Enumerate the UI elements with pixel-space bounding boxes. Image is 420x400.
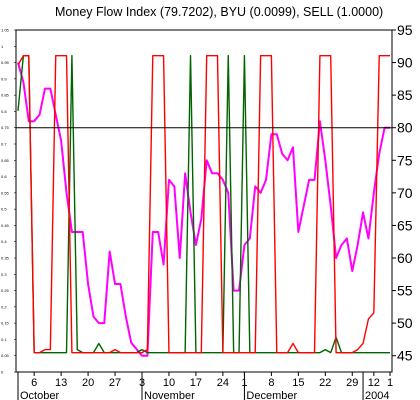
x-tick-label: 29 xyxy=(346,377,358,389)
left-tick-label: 0.1 xyxy=(1,337,7,342)
left-tick-label: 0.75 xyxy=(1,125,10,130)
left-tick-label: 0 xyxy=(1,370,4,375)
left-tick-label: 1 xyxy=(1,44,4,49)
x-tick-label: 24 xyxy=(217,377,229,389)
x-tick-label: 20 xyxy=(82,377,94,389)
left-tick-label: 0.15 xyxy=(1,321,10,326)
month-label: November xyxy=(144,390,195,400)
left-tick-label: 0.4 xyxy=(1,239,7,244)
x-tick-label: 22 xyxy=(319,377,331,389)
left-scale: 0 0.05 0.1 0.15 0.2 0.25 0.3 0.35 0.4 0.45 0.5 0.55… xyxy=(1,28,16,375)
left-tick-label: 0.7 xyxy=(1,142,7,147)
right-tick-label: 70 xyxy=(397,185,413,201)
right-tick-label: 45 xyxy=(397,348,413,364)
right-scale: 45 50 55 60 65 70 75 80 85 90 95 xyxy=(392,22,413,364)
left-tick-label: 0.05 xyxy=(1,353,10,358)
series-line-byu xyxy=(17,54,390,354)
left-tick-label: 0.85 xyxy=(1,93,10,98)
x-tick-label: 17 xyxy=(190,377,202,389)
right-tick-label: 80 xyxy=(397,120,413,136)
left-tick-label: 0.2 xyxy=(1,304,7,309)
right-tick-label: 65 xyxy=(397,217,413,233)
right-tick-label: 95 xyxy=(397,22,413,38)
x-tick-label: 1 xyxy=(387,377,393,389)
series-line-sell xyxy=(17,54,390,354)
month-label: 2004 xyxy=(365,390,389,400)
x-tick-label: 12 xyxy=(368,377,380,389)
right-tick-label: 50 xyxy=(397,315,413,331)
right-tick-label: 90 xyxy=(397,55,413,71)
chart-title: Money Flow Index (79.7202), BYU (0.0099)… xyxy=(55,5,383,19)
left-tick-label: 0.6 xyxy=(1,174,7,179)
left-tick-label: 0.9 xyxy=(1,76,7,81)
left-tick-label: 0.65 xyxy=(1,158,10,163)
left-tick-label: 0.5 xyxy=(1,207,7,212)
month-label: December xyxy=(246,390,297,400)
series-layer xyxy=(17,54,390,357)
x-tick-label: 27 xyxy=(109,377,121,389)
x-tick-label: 8 xyxy=(268,377,274,389)
x-tick-label: 6 xyxy=(31,377,37,389)
right-tick-label: 55 xyxy=(397,283,413,299)
left-tick-label: 0.8 xyxy=(1,109,7,114)
plot-frame xyxy=(15,29,393,373)
right-tick-label: 75 xyxy=(397,152,413,168)
right-tick-label: 60 xyxy=(397,250,413,266)
left-tick-label: 0.45 xyxy=(1,223,10,228)
x-tick-label: 10 xyxy=(163,377,175,389)
x-axis: 6132027310172418152229121OctoberNovember… xyxy=(17,372,393,400)
right-tick-label: 85 xyxy=(397,87,413,103)
left-tick-label: 0.35 xyxy=(1,256,10,261)
x-tick-label: 13 xyxy=(55,377,67,389)
left-tick-label: 0.55 xyxy=(1,190,10,195)
left-tick-label: 0.95 xyxy=(1,60,10,65)
left-tick-label: 0.3 xyxy=(1,272,7,277)
left-tick-label: 0.25 xyxy=(1,288,10,293)
left-tick-label: 1.05 xyxy=(1,28,10,33)
month-label: October xyxy=(20,390,59,400)
x-tick-label: 15 xyxy=(292,377,304,389)
